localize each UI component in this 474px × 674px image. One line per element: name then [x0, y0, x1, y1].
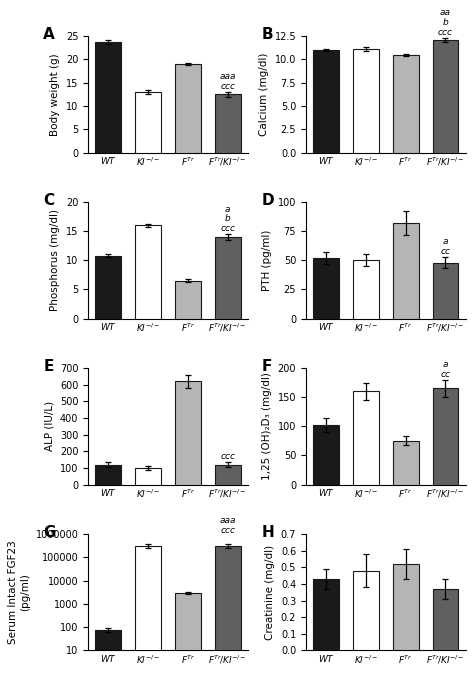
Bar [393, 441, 419, 485]
Bar [433, 589, 458, 650]
Bar [215, 464, 241, 485]
Bar [353, 260, 379, 319]
Text: C: C [43, 193, 55, 208]
Y-axis label: PTH (pg/ml): PTH (pg/ml) [262, 230, 272, 291]
Y-axis label: Serum Intact FGF23
(pg/ml): Serum Intact FGF23 (pg/ml) [9, 541, 30, 644]
Bar [215, 94, 241, 152]
Bar [313, 258, 339, 319]
Bar [393, 55, 419, 152]
Text: B: B [261, 27, 273, 42]
Bar [313, 579, 339, 650]
Bar [433, 263, 458, 319]
Bar [353, 571, 379, 650]
Bar [393, 223, 419, 319]
Text: F: F [261, 359, 272, 373]
Bar [175, 64, 201, 152]
Text: E: E [43, 359, 54, 373]
Y-axis label: Calcium (mg/dl): Calcium (mg/dl) [259, 53, 269, 136]
Bar [353, 49, 379, 152]
Bar [313, 425, 339, 485]
Bar [175, 381, 201, 485]
Text: G: G [43, 524, 56, 540]
Bar [135, 225, 161, 319]
Bar [393, 564, 419, 650]
Bar [135, 468, 161, 485]
Text: a
b
ccc: a b ccc [220, 204, 235, 233]
Text: a
cc: a cc [440, 237, 450, 255]
Bar [215, 237, 241, 319]
Bar [135, 92, 161, 152]
Bar [95, 255, 121, 319]
Bar [313, 50, 339, 152]
Bar [175, 280, 201, 319]
Bar [95, 464, 121, 485]
Bar [175, 593, 201, 674]
Bar [433, 40, 458, 152]
Y-axis label: 1,25 (OH)₂D₃ (mg/dl): 1,25 (OH)₂D₃ (mg/dl) [262, 372, 272, 480]
Bar [353, 392, 379, 485]
Text: aa
b
ccc: aa b ccc [438, 8, 453, 37]
Text: D: D [261, 193, 274, 208]
Bar [433, 388, 458, 485]
Y-axis label: Creatinine (mg/dl): Creatinine (mg/dl) [265, 545, 275, 640]
Y-axis label: ALP (IU/L): ALP (IU/L) [44, 401, 55, 452]
Text: ccc: ccc [220, 452, 235, 461]
Text: aaa
ccc: aaa ccc [219, 516, 236, 535]
Text: H: H [261, 524, 274, 540]
Bar [135, 546, 161, 674]
Y-axis label: Body weight (g): Body weight (g) [50, 53, 60, 135]
Y-axis label: Phosphorus (mg/dl): Phosphorus (mg/dl) [50, 210, 60, 311]
Bar [95, 42, 121, 152]
Bar [95, 630, 121, 674]
Text: aaa
ccc: aaa ccc [219, 72, 236, 91]
Text: A: A [43, 27, 55, 42]
Text: a
cc: a cc [440, 360, 450, 379]
Bar [215, 546, 241, 674]
